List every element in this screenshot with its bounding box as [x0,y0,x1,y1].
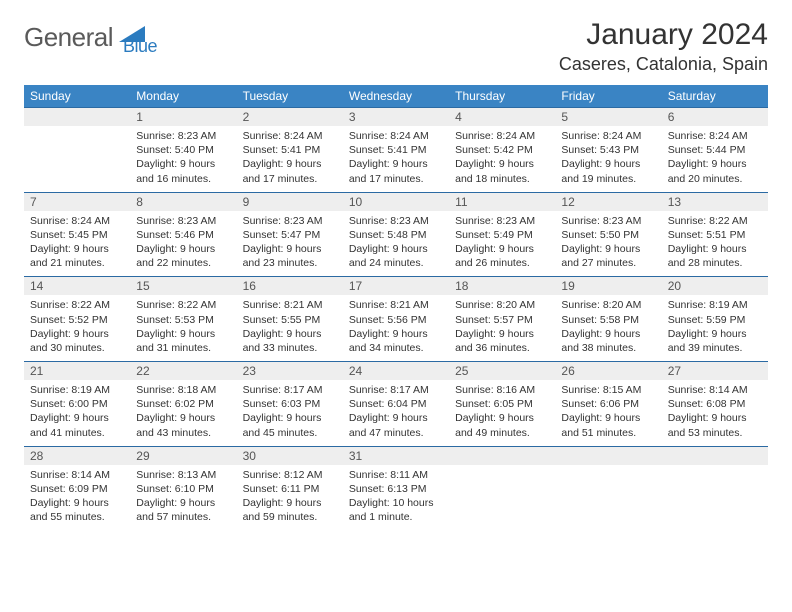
day-number: 15 [130,277,236,296]
weekday-header: Wednesday [343,85,449,108]
day-cell: Sunrise: 8:22 AM Sunset: 5:51 PM Dayligh… [662,211,768,277]
day-cell: Sunrise: 8:24 AM Sunset: 5:43 PM Dayligh… [555,126,661,192]
day-number: 12 [555,192,661,211]
day-cell [555,465,661,531]
day-number-row: 28293031 [24,446,768,465]
day-cell: Sunrise: 8:16 AM Sunset: 6:05 PM Dayligh… [449,380,555,446]
day-cell [24,126,130,192]
day-content-row: Sunrise: 8:24 AM Sunset: 5:45 PM Dayligh… [24,211,768,277]
day-number: 16 [237,277,343,296]
logo: General Blue [24,18,157,57]
day-number: 26 [555,362,661,381]
day-number-row: 14151617181920 [24,277,768,296]
day-cell: Sunrise: 8:23 AM Sunset: 5:49 PM Dayligh… [449,211,555,277]
weekday-header-row: Sunday Monday Tuesday Wednesday Thursday… [24,85,768,108]
day-cell: Sunrise: 8:24 AM Sunset: 5:41 PM Dayligh… [237,126,343,192]
day-number: 3 [343,108,449,127]
day-number: 14 [24,277,130,296]
day-number: 30 [237,446,343,465]
day-number [449,446,555,465]
day-number: 27 [662,362,768,381]
day-number: 9 [237,192,343,211]
header: General Blue January 2024 Caseres, Catal… [24,18,768,75]
calendar-body: 123456Sunrise: 8:23 AM Sunset: 5:40 PM D… [24,108,768,531]
day-number: 20 [662,277,768,296]
day-number [662,446,768,465]
day-cell: Sunrise: 8:24 AM Sunset: 5:41 PM Dayligh… [343,126,449,192]
day-cell: Sunrise: 8:15 AM Sunset: 6:06 PM Dayligh… [555,380,661,446]
day-number: 17 [343,277,449,296]
day-cell: Sunrise: 8:14 AM Sunset: 6:08 PM Dayligh… [662,380,768,446]
day-cell: Sunrise: 8:17 AM Sunset: 6:04 PM Dayligh… [343,380,449,446]
weekday-header: Saturday [662,85,768,108]
day-number: 7 [24,192,130,211]
day-number: 11 [449,192,555,211]
day-number-row: 21222324252627 [24,362,768,381]
logo-text-general: General [24,22,113,53]
location: Caseres, Catalonia, Spain [559,54,768,75]
day-number: 24 [343,362,449,381]
calendar-table: Sunday Monday Tuesday Wednesday Thursday… [24,85,768,531]
day-cell: Sunrise: 8:24 AM Sunset: 5:44 PM Dayligh… [662,126,768,192]
day-number-row: 78910111213 [24,192,768,211]
day-number [24,108,130,127]
logo-text-blue: Blue [123,36,157,57]
day-number: 2 [237,108,343,127]
day-cell: Sunrise: 8:19 AM Sunset: 5:59 PM Dayligh… [662,295,768,361]
day-cell: Sunrise: 8:20 AM Sunset: 5:57 PM Dayligh… [449,295,555,361]
day-number: 29 [130,446,236,465]
day-number: 19 [555,277,661,296]
weekday-header: Friday [555,85,661,108]
day-number: 21 [24,362,130,381]
day-number-row: 123456 [24,108,768,127]
day-number: 8 [130,192,236,211]
day-cell: Sunrise: 8:17 AM Sunset: 6:03 PM Dayligh… [237,380,343,446]
day-cell: Sunrise: 8:23 AM Sunset: 5:48 PM Dayligh… [343,211,449,277]
day-number: 31 [343,446,449,465]
day-number: 6 [662,108,768,127]
day-number: 10 [343,192,449,211]
day-cell: Sunrise: 8:13 AM Sunset: 6:10 PM Dayligh… [130,465,236,531]
weekday-header: Thursday [449,85,555,108]
day-cell: Sunrise: 8:21 AM Sunset: 5:55 PM Dayligh… [237,295,343,361]
weekday-header: Tuesday [237,85,343,108]
day-number: 18 [449,277,555,296]
day-number: 4 [449,108,555,127]
day-content-row: Sunrise: 8:22 AM Sunset: 5:52 PM Dayligh… [24,295,768,361]
day-cell: Sunrise: 8:23 AM Sunset: 5:47 PM Dayligh… [237,211,343,277]
day-cell: Sunrise: 8:12 AM Sunset: 6:11 PM Dayligh… [237,465,343,531]
day-number: 13 [662,192,768,211]
day-cell: Sunrise: 8:24 AM Sunset: 5:45 PM Dayligh… [24,211,130,277]
day-cell: Sunrise: 8:21 AM Sunset: 5:56 PM Dayligh… [343,295,449,361]
day-cell: Sunrise: 8:18 AM Sunset: 6:02 PM Dayligh… [130,380,236,446]
day-cell: Sunrise: 8:11 AM Sunset: 6:13 PM Dayligh… [343,465,449,531]
day-cell [449,465,555,531]
day-number: 5 [555,108,661,127]
day-content-row: Sunrise: 8:14 AM Sunset: 6:09 PM Dayligh… [24,465,768,531]
day-cell: Sunrise: 8:23 AM Sunset: 5:46 PM Dayligh… [130,211,236,277]
day-cell [662,465,768,531]
day-cell: Sunrise: 8:23 AM Sunset: 5:40 PM Dayligh… [130,126,236,192]
title-block: January 2024 Caseres, Catalonia, Spain [559,18,768,75]
day-number: 25 [449,362,555,381]
day-content-row: Sunrise: 8:19 AM Sunset: 6:00 PM Dayligh… [24,380,768,446]
day-cell: Sunrise: 8:14 AM Sunset: 6:09 PM Dayligh… [24,465,130,531]
day-cell: Sunrise: 8:19 AM Sunset: 6:00 PM Dayligh… [24,380,130,446]
day-content-row: Sunrise: 8:23 AM Sunset: 5:40 PM Dayligh… [24,126,768,192]
day-number: 28 [24,446,130,465]
day-cell: Sunrise: 8:22 AM Sunset: 5:53 PM Dayligh… [130,295,236,361]
day-cell: Sunrise: 8:20 AM Sunset: 5:58 PM Dayligh… [555,295,661,361]
day-number [555,446,661,465]
weekday-header: Sunday [24,85,130,108]
month-title: January 2024 [559,18,768,52]
day-number: 22 [130,362,236,381]
day-cell: Sunrise: 8:23 AM Sunset: 5:50 PM Dayligh… [555,211,661,277]
day-cell: Sunrise: 8:22 AM Sunset: 5:52 PM Dayligh… [24,295,130,361]
day-cell: Sunrise: 8:24 AM Sunset: 5:42 PM Dayligh… [449,126,555,192]
day-number: 1 [130,108,236,127]
day-number: 23 [237,362,343,381]
weekday-header: Monday [130,85,236,108]
